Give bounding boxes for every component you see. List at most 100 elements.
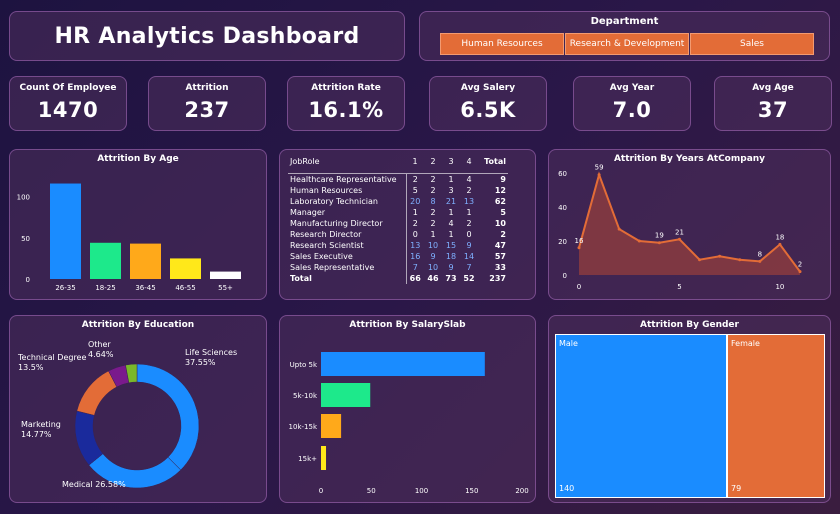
department-option-sales[interactable]: Sales [690,33,814,55]
job-role-table-panel: JobRole 1 2 3 4 Total Healthcare Representati… [279,149,536,300]
y-tick-label: 15k+ [298,455,317,463]
data-point [637,239,641,243]
data-point [758,259,762,263]
x-tick-label: 5 [677,283,681,291]
kpi-value: 1470 [37,98,99,122]
table-cell: 13 [463,197,475,206]
table-cell: 18 [445,252,457,261]
table-cell: 2 [466,219,472,228]
y-tick-label: 20 [558,238,567,246]
table-cell: 2 [430,186,436,195]
gender-tile-male[interactable]: Male 140 [555,334,727,498]
table-cell: 10 [427,241,439,250]
table-cell: 16 [410,252,421,261]
x-tick-label: 100 [415,487,428,495]
table-cell: 237 [489,274,506,283]
y-tick-label: 0 [26,276,30,284]
table-header-cell: 1 [406,156,424,174]
table-cell: 13 [410,241,421,250]
table-cell: 1 [448,175,454,184]
data-label: 19 [655,232,664,240]
data-label: 8 [758,250,762,258]
table-cell: 4 [448,219,454,228]
table-row: Research Director 0 1 1 0 2 [288,229,508,240]
table-cell: 2 [430,175,436,184]
slice-label: Marketing [21,420,61,429]
table-cell: 0 [466,230,472,239]
kpi-label: Attrition Rate [311,83,381,93]
panel-title: Attrition By Education [81,320,195,330]
department-label: Department [590,16,659,27]
kpi-attrition-rate: Attrition Rate 16.1% [287,76,405,131]
kpi-avg-age: Avg Age 37 [714,76,832,131]
slice-label: 4.64% [88,350,114,359]
attrition-by-gender-panel: Attrition By Gender Male 140 Female 79 [548,315,831,503]
slice-label: Technical Degree [17,353,86,362]
table-cell: 14 [463,252,475,261]
table-cell: 15 [445,241,457,250]
table-row: Sales Representative 7 10 9 7 33 [288,262,508,273]
kpi-label: Count Of Employee [19,83,117,93]
y-tick-label: 10k-15k [289,423,318,431]
panel-title: Attrition By Gender [640,320,739,330]
y-tick-label: 100 [17,194,30,202]
table-cell: Manager [288,207,407,218]
department-option-human-resources[interactable]: Human Resources [440,33,564,55]
table-header-cell: 4 [460,156,478,174]
table-row: Healthcare Representative 2 2 1 4 9 [288,173,508,185]
table-row: Laboratory Technician 20 8 21 13 62 [288,196,508,207]
bar-36-45 [130,243,161,279]
table-row: Research Scientist 13 10 15 9 47 [288,240,508,251]
table-cell: 62 [494,197,506,206]
table-cell: 8 [430,197,436,206]
kpi-value: 16.1% [308,98,384,122]
table-header-cell: JobRole [288,156,406,174]
slice-life-sciences [136,363,200,471]
table-cell: Sales Executive [288,251,407,262]
y-tick-label: 5k-10k [293,392,318,400]
bar-5k-10k [321,383,371,407]
bar-18-25 [90,242,121,279]
gender-tile-female[interactable]: Female 79 [727,334,825,498]
slice-marketing [74,410,104,466]
attrition-by-age-panel: Attrition By Age 0 50 100 26-35 18-25 36-45 46… [9,149,267,300]
table-cell: 2 [500,230,506,239]
age-bar-chart: 0 50 100 26-35 18-25 36-45 46-55 55+ [17,183,241,292]
table-cell: Total [288,273,407,284]
table-cell: Laboratory Technician [288,196,407,207]
table-cell: 1 [466,208,472,217]
x-tick-label: 0 [319,487,323,495]
x-tick-label: 18-25 [95,284,115,292]
table-cell: 5 [500,208,506,217]
table-cell: 33 [494,263,506,272]
department-option-research-development[interactable]: Research & Development [565,33,689,55]
table-total-row: Total 66 46 73 52 237 [288,273,508,284]
data-label: 59 [595,164,604,172]
x-tick-label: 55+ [218,284,233,292]
table-header-row: JobRole 1 2 3 4 Total [288,156,508,174]
data-point [657,241,661,245]
slice-human-resources [125,363,138,384]
table-cell: 5 [412,186,418,195]
table-cell: Sales Representative [288,262,407,273]
table-cell: 9 [430,252,436,261]
bar-upto-5k [321,352,485,376]
x-tick-label: 46-55 [175,284,195,292]
gender-tile-name: Male [559,339,578,348]
gender-tile-name: Female [731,339,760,348]
table-cell: 9 [500,175,506,184]
table-cell: 20 [410,197,421,206]
data-point [698,258,702,262]
kpi-avg-year: Avg Year 7.0 [573,76,691,131]
data-label: 16 [575,237,584,245]
table-cell: Healthcare Representative [288,173,407,185]
table-cell: 12 [494,186,506,195]
slice-label: Medical 26.58% [62,480,126,489]
bar-26-35 [50,183,81,279]
bar-15k+ [321,446,327,470]
kpi-label: Avg Salery [460,83,516,93]
panel-title: Attrition By SalarySlab [349,320,466,330]
data-point [677,237,681,241]
table-cell: 46 [427,274,439,283]
table-cell: Human Resources [288,185,407,196]
